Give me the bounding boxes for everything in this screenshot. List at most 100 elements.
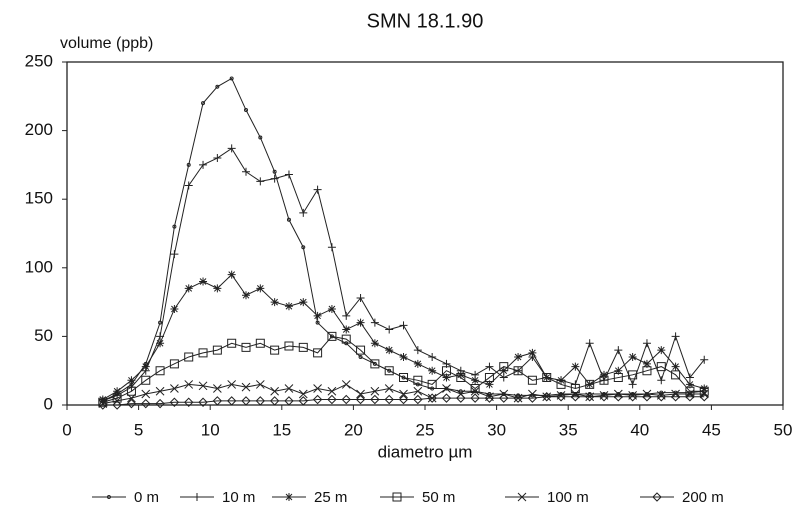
legend-label: 100 m [547, 489, 589, 506]
data-marker [284, 384, 294, 393]
data-marker [184, 397, 194, 407]
data-marker [399, 352, 408, 361]
data-marker [199, 277, 208, 286]
data-marker [141, 398, 151, 409]
data-marker [298, 342, 308, 352]
data-marker [584, 392, 595, 402]
data-marker [184, 380, 194, 389]
x-axis-label: diametro µm [378, 442, 473, 461]
data-marker [341, 394, 351, 405]
data-marker [387, 368, 392, 373]
data-marker [184, 352, 194, 362]
data-marker [399, 389, 408, 399]
data-marker [514, 352, 523, 361]
data-marker [356, 389, 365, 399]
data-marker [141, 389, 151, 399]
data-marker [542, 392, 552, 402]
data-marker [255, 380, 265, 389]
data-marker [700, 355, 709, 364]
data-marker [628, 380, 637, 389]
data-marker [599, 375, 609, 385]
legend-marker [517, 492, 527, 502]
data-marker [627, 392, 638, 402]
data-marker [499, 362, 509, 372]
data-marker [170, 384, 179, 393]
data-marker [413, 394, 423, 405]
data-marker [242, 291, 250, 300]
y-tick-label: 250 [25, 51, 53, 70]
data-marker [213, 284, 222, 293]
data-marker [184, 181, 193, 190]
data-marker [284, 302, 293, 311]
data-marker [470, 386, 480, 396]
y-axis-label: volume (ppb) [60, 35, 153, 52]
data-marker [628, 370, 638, 380]
data-marker [299, 298, 308, 307]
data-marker [585, 379, 595, 389]
y-tick-label: 200 [25, 120, 53, 139]
data-marker [126, 386, 136, 396]
data-marker [656, 392, 666, 402]
data-marker [484, 373, 494, 383]
data-marker [127, 376, 136, 385]
data-marker [155, 366, 165, 376]
data-marker [227, 338, 237, 348]
data-marker [527, 375, 537, 385]
data-marker [227, 380, 237, 389]
data-marker [398, 394, 409, 405]
x-tick-label: 0 [62, 420, 71, 439]
data-marker [456, 370, 465, 379]
data-marker [155, 386, 165, 396]
data-marker [126, 398, 137, 409]
legend-marker [193, 493, 201, 501]
data-marker [270, 345, 280, 355]
data-marker [199, 160, 208, 169]
data-marker [141, 362, 150, 371]
x-tick-label: 40 [630, 420, 649, 439]
data-marker [356, 345, 366, 355]
data-marker [298, 389, 308, 399]
data-marker [112, 393, 122, 403]
data-marker [313, 311, 322, 320]
data-marker [227, 270, 236, 279]
data-marker [699, 386, 709, 396]
legend-label: 0 m [134, 489, 159, 506]
data-marker [327, 386, 337, 396]
data-marker [213, 384, 222, 393]
data-marker [301, 245, 306, 250]
data-marker [600, 370, 608, 379]
data-marker [685, 380, 694, 389]
data-marker [428, 352, 437, 361]
data-marker [570, 392, 581, 402]
data-marker [241, 342, 251, 352]
data-marker [613, 392, 624, 402]
data-marker [370, 394, 380, 405]
data-marker [614, 346, 623, 355]
data-marker [327, 394, 337, 405]
data-marker [670, 392, 681, 402]
data-marker [313, 384, 322, 393]
data-marker [385, 325, 394, 334]
data-marker [356, 293, 365, 302]
data-marker [255, 396, 266, 406]
data-marker [513, 366, 523, 376]
data-marker [642, 392, 652, 402]
data-marker [212, 345, 222, 355]
data-marker [226, 396, 237, 406]
data-marker [269, 396, 280, 406]
data-marker [513, 393, 523, 403]
data-marker [384, 366, 394, 376]
x-tick-label: 20 [344, 420, 363, 439]
data-marker [657, 346, 666, 355]
data-marker [685, 386, 695, 396]
data-marker [656, 362, 666, 372]
data-marker [442, 373, 451, 382]
data-marker [129, 382, 134, 387]
x-tick-label: 50 [774, 420, 793, 439]
data-marker [441, 393, 452, 403]
data-marker [700, 384, 709, 393]
data-marker [599, 392, 609, 402]
data-marker [312, 394, 323, 405]
data-marker [198, 397, 208, 407]
data-marker [542, 373, 552, 383]
